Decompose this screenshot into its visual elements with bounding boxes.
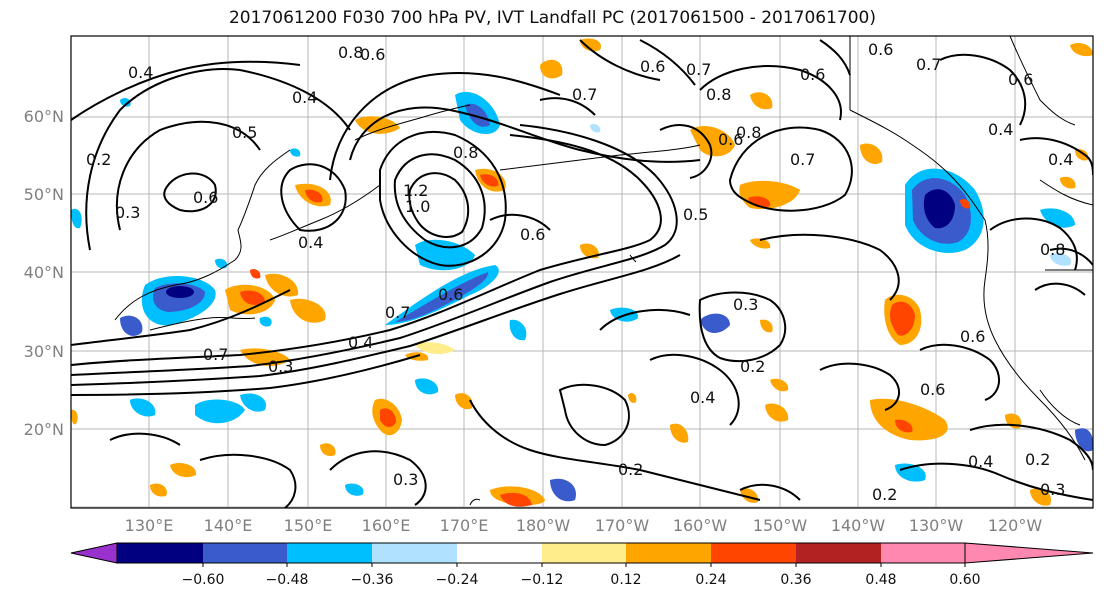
contour-label: 0.4 <box>968 452 993 471</box>
latitude-labels: 60°N 50°N 40°N 30°N 20°N <box>24 107 64 439</box>
lon-label: 140°W <box>831 516 886 535</box>
contour-label: 0.4 <box>292 88 317 107</box>
lon-label: 140°E <box>204 516 253 535</box>
contour-label: 0.4 <box>690 388 715 407</box>
ivt-anomaly-fill <box>71 38 1093 507</box>
colorbar-tick-label: −0.36 <box>351 572 394 588</box>
contour-label: 0.4 <box>988 120 1013 139</box>
contour-label: 0.7 <box>916 55 941 74</box>
colorbar-segment <box>881 543 965 563</box>
colorbar-extend-max <box>964 542 1094 564</box>
contour-label: 0.6 <box>438 285 463 304</box>
colorbar-segment <box>542 543 626 563</box>
contour-label: 0.6 <box>800 65 825 84</box>
contour-label: 0.3 <box>393 470 418 489</box>
lat-label: 50°N <box>24 185 64 204</box>
contour-label: 0.7 <box>385 303 410 322</box>
colorbar-tick-label: 0.48 <box>865 572 896 588</box>
lon-label: 180°W <box>516 516 571 535</box>
contour-label: 0.2 <box>1025 450 1050 469</box>
lon-label: 120°W <box>988 516 1043 535</box>
contour-label: 0.8 <box>453 143 478 162</box>
lon-label: 170°E <box>440 516 489 535</box>
contour-label: 0.4 <box>348 333 373 352</box>
contour-label: 0.2 <box>86 150 111 169</box>
colorbar-extend-min <box>70 542 118 564</box>
contour-label: 0.3 <box>1040 480 1065 499</box>
lon-label: 130°E <box>125 516 174 535</box>
colorbar-tick-label: 0.60 <box>949 572 980 588</box>
colorbar-segment <box>457 543 542 563</box>
lon-label: 130°W <box>909 516 964 535</box>
contour-label: 0.6 <box>920 380 945 399</box>
contour-label: 0.8 <box>736 123 761 142</box>
colorbar-segment <box>711 543 796 563</box>
coastlines <box>114 36 1093 506</box>
contour-label: 0.3 <box>268 357 293 376</box>
contour-label: 0.4 <box>1048 150 1073 169</box>
map-title: 2017061200 F030 700 hPa PV, IVT Landfall… <box>228 8 876 28</box>
lon-label: 160°W <box>673 516 728 535</box>
lon-label: 160°E <box>362 516 411 535</box>
contour-label: 0.6 <box>718 130 743 149</box>
lon-label: 150°E <box>284 516 333 535</box>
contour-label: 0.8 <box>338 43 363 62</box>
contour-label: 0.5 <box>232 123 257 142</box>
contour-label: 0.6 <box>520 225 545 244</box>
contour-label: 0.4 <box>128 63 153 82</box>
contour-label: 0.5 <box>683 205 708 224</box>
longitude-labels: 130°E 140°E 150°E 160°E 170°E 180°W 170°… <box>125 516 1043 535</box>
contour-label: 0.3 <box>115 203 140 222</box>
contour-label: 0.8 <box>1040 240 1065 259</box>
lat-label: 30°N <box>24 342 64 361</box>
colorbar-tick-label: −0.60 <box>182 572 225 588</box>
contour-label: 0.3 <box>733 295 758 314</box>
contour-label: 1.0 <box>405 197 430 216</box>
colorbar-tick-label: 0.36 <box>780 572 811 588</box>
lat-label: 40°N <box>24 263 64 282</box>
contour-label: 0.8 <box>706 85 731 104</box>
contour-label: 0.6 <box>960 327 985 346</box>
contour-labels: 0.4 0.6 0.8 0.4 0.5 0.2 0.6 0.3 0.4 0.8 … <box>86 40 1073 504</box>
contour-label: 0.2 <box>740 357 765 376</box>
contour-label: 0.6 <box>868 40 893 59</box>
colorbar-segment <box>203 543 287 563</box>
colorbar-segment <box>117 543 203 563</box>
contour-label: 0.7 <box>686 60 711 79</box>
contour-label: 0.4 <box>298 233 323 252</box>
map-frame <box>70 35 1094 509</box>
pv-contours <box>71 39 1093 508</box>
colorbar-tick-label: −0.24 <box>436 572 479 588</box>
contour-label: 0.7 <box>203 345 228 364</box>
colorbar-tick-label: −0.48 <box>266 572 309 588</box>
contour-label: 1.2 <box>403 181 428 200</box>
colorbar-segment <box>372 543 457 563</box>
colorbar-tick-label: 0.12 <box>610 572 641 588</box>
contour-label: 0.2 <box>618 460 643 479</box>
colorbar-tick-label: 0.24 <box>695 572 726 588</box>
colorbar: −0.60 −0.48 −0.36 −0.24 −0.12 0.12 0.24 … <box>70 542 1094 588</box>
colorbar-tick-label: −0.12 <box>521 572 564 588</box>
lon-label: 150°W <box>753 516 808 535</box>
colorbar-segment <box>626 543 711 563</box>
contour-label: 0.7 <box>572 85 597 104</box>
lat-label: 20°N <box>24 420 64 439</box>
contour-label: 0.7 <box>790 150 815 169</box>
contour-label: 0.2 <box>872 485 897 504</box>
lat-label: 60°N <box>24 107 64 126</box>
contour-label: 0.6 <box>1008 70 1033 89</box>
contour-label: 0.6 <box>640 57 665 76</box>
contour-label: 0.6 <box>360 45 385 64</box>
contour-label: 0.6 <box>193 188 218 207</box>
lon-label: 170°W <box>595 516 650 535</box>
colorbar-segment <box>796 543 881 563</box>
colorbar-segment <box>287 543 372 563</box>
